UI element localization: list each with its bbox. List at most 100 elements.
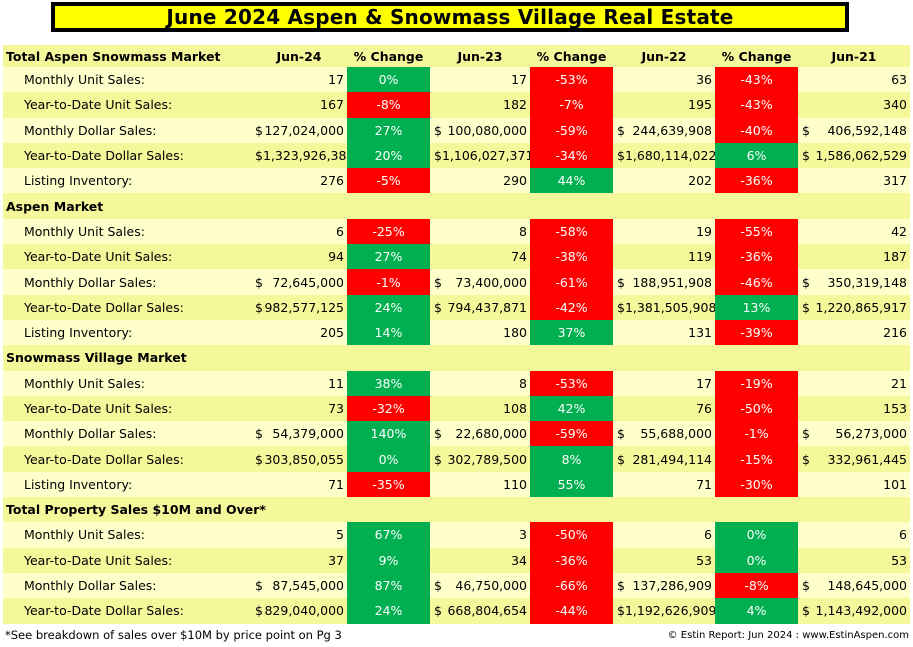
value-cell: $1,220,865,917 (798, 294, 910, 320)
unit-value: 153 (883, 401, 907, 416)
currency-sign: $ (617, 578, 625, 594)
page-title: June 2024 Aspen & Snowmass Village Real … (51, 2, 849, 32)
pct-change-negative: -55% (715, 218, 798, 245)
unit-value: 290 (503, 173, 527, 189)
row-label: Year-to-Date Unit Sales: (3, 395, 251, 422)
currency-sign: $ (255, 299, 263, 315)
pct-change-negative: -59% (530, 421, 613, 447)
pct-change-negative: -53% (530, 67, 613, 93)
currency-sign: $ (434, 148, 442, 164)
currency-sign: $ (617, 603, 625, 619)
row-label: Year-to-Date Unit Sales: (3, 244, 251, 270)
value-cell: 340 (798, 92, 910, 118)
dollar-value: 302,789,500 (447, 451, 527, 467)
dollar-value: 829,040,000 (264, 603, 344, 619)
value-cell: $350,319,148 (798, 269, 910, 295)
value-cell: 131 (613, 319, 715, 346)
value-cell: 6 (251, 218, 347, 245)
dollar-value: 982,577,125 (264, 299, 344, 315)
value-cell: 74 (430, 244, 530, 270)
currency-sign: $ (434, 578, 442, 594)
value-cell: $56,273,000 (798, 421, 910, 447)
value-cell: $87,545,000 (251, 572, 347, 599)
pct-change-positive: 14% (347, 319, 430, 346)
value-cell: $1,680,114,022 (613, 142, 715, 169)
pct-change-negative: -46% (715, 269, 798, 295)
row-label: Monthly Dollar Sales: (3, 269, 251, 295)
value-cell: $1,143,492,000 (798, 598, 910, 624)
unit-value: 202 (688, 173, 712, 189)
value-cell: 71 (251, 471, 347, 498)
value-cell: $1,381,505,908 (613, 294, 715, 320)
row-label: Monthly Dollar Sales: (3, 117, 251, 143)
currency-sign: $ (802, 578, 810, 594)
dollar-value: 127,024,000 (264, 122, 344, 138)
pct-change-negative: -59% (530, 117, 613, 143)
unit-value: 11 (328, 375, 344, 391)
table-row: Monthly Dollar Sales: $72,645,000 -1% $73,4… (3, 269, 910, 295)
column-header: % Change (530, 45, 613, 67)
unit-value: 5 (336, 527, 344, 543)
value-cell: 53 (613, 547, 715, 573)
section-title: Aspen Market (3, 193, 910, 219)
dollar-value: 73,400,000 (455, 274, 527, 290)
value-cell: 216 (798, 319, 910, 346)
pct-change-positive: 27% (347, 117, 430, 143)
value-cell: $73,400,000 (430, 269, 530, 295)
unit-value: 108 (503, 401, 527, 416)
unit-value: 17 (328, 72, 344, 88)
table-row: Year-to-Date Unit Sales: 167 -8% 182 -7% 195-… (3, 92, 910, 118)
dollar-value: 668,804,654 (447, 603, 527, 619)
currency-sign: $ (802, 426, 810, 442)
currency-sign: $ (617, 299, 625, 315)
dollar-value: 1,381,505,908 (624, 299, 715, 315)
value-cell: $188,951,908 (613, 269, 715, 295)
value-cell: $100,080,000 (430, 117, 530, 143)
table-row: Year-to-Date Dollar Sales: $1,323,926,380… (3, 142, 910, 169)
value-cell: 101 (798, 471, 910, 498)
currency-sign: $ (255, 426, 263, 442)
table-row: Monthly Unit Sales: 5 67% 3 -50% 6 0% 6 (3, 522, 910, 548)
currency-sign: $ (802, 603, 810, 619)
pct-change-negative: -1% (715, 421, 798, 447)
value-cell: 8 (430, 218, 530, 245)
pct-change-negative: -66% (530, 572, 613, 599)
dollar-value: 281,494,114 (632, 451, 712, 467)
value-cell: 6 (798, 522, 910, 548)
pct-change-positive: 0% (347, 67, 430, 93)
pct-change-negative: -53% (530, 370, 613, 396)
value-cell: 37 (251, 547, 347, 573)
dollar-value: 1,680,114,022 (624, 148, 715, 164)
dollar-value: 148,645,000 (827, 578, 907, 594)
unit-value: 317 (883, 173, 907, 189)
table-row: Year-to-Date Dollar Sales: $303,850,055 0%… (3, 446, 910, 472)
pct-change-negative: -58% (530, 218, 613, 245)
row-label: Monthly Unit Sales: (3, 522, 251, 548)
dollar-value: 350,319,148 (827, 274, 907, 290)
row-label: Listing Inventory: (3, 168, 251, 194)
pct-change-negative: -61% (530, 269, 613, 295)
pct-change-negative: -40% (715, 117, 798, 143)
real-estate-table: Total Aspen Snowmass Market Jun-24% Chang… (3, 45, 910, 624)
pct-change-positive: 24% (347, 598, 430, 624)
value-cell: 17 (613, 370, 715, 396)
unit-value: 276 (320, 173, 344, 189)
table-header-row: Total Aspen Snowmass Market Jun-24% Chang… (3, 45, 910, 67)
value-cell: 276 (251, 168, 347, 194)
dollar-value: 1,323,926,380 (262, 148, 347, 164)
value-cell: $1,192,626,909 (613, 598, 715, 624)
unit-value: 71 (328, 476, 344, 492)
table-row: Year-to-Date Unit Sales: 73 -32% 108 42% 76 -5… (3, 395, 910, 422)
value-cell: 6 (613, 522, 715, 548)
value-cell: 167 (251, 92, 347, 118)
unit-value: 216 (883, 325, 907, 341)
value-cell: 73 (251, 395, 347, 422)
dollar-value: 100,080,000 (447, 122, 527, 138)
column-header: % Change (347, 45, 430, 67)
row-label: Monthly Unit Sales: (3, 370, 251, 396)
value-cell: 205 (251, 319, 347, 346)
currency-sign: $ (434, 426, 442, 442)
pct-change-positive: 27% (347, 244, 430, 270)
value-cell: $1,586,062,529 (798, 142, 910, 169)
pct-change-positive: 20% (347, 142, 430, 169)
